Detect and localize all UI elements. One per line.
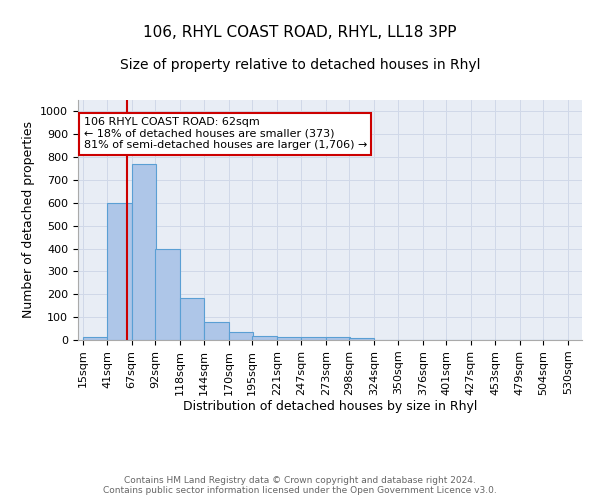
Text: 106, RHYL COAST ROAD, RHYL, LL18 3PP: 106, RHYL COAST ROAD, RHYL, LL18 3PP bbox=[143, 25, 457, 40]
Bar bbox=[301, 337, 326, 340]
Bar bbox=[107, 203, 131, 340]
Bar bbox=[204, 322, 229, 340]
X-axis label: Distribution of detached houses by size in Rhyl: Distribution of detached houses by size … bbox=[183, 400, 477, 413]
Bar bbox=[229, 332, 253, 340]
Text: Size of property relative to detached houses in Rhyl: Size of property relative to detached ho… bbox=[120, 58, 480, 71]
Bar bbox=[252, 336, 277, 340]
Text: 106 RHYL COAST ROAD: 62sqm
← 18% of detached houses are smaller (373)
81% of sem: 106 RHYL COAST ROAD: 62sqm ← 18% of deta… bbox=[83, 117, 367, 150]
Y-axis label: Number of detached properties: Number of detached properties bbox=[22, 122, 35, 318]
Bar bbox=[326, 338, 350, 340]
Bar bbox=[131, 164, 156, 340]
Bar bbox=[349, 338, 374, 340]
Bar bbox=[277, 337, 301, 340]
Bar bbox=[155, 248, 180, 340]
Text: Contains HM Land Registry data © Crown copyright and database right 2024.
Contai: Contains HM Land Registry data © Crown c… bbox=[103, 476, 497, 495]
Bar bbox=[180, 298, 204, 340]
Bar bbox=[83, 336, 107, 340]
